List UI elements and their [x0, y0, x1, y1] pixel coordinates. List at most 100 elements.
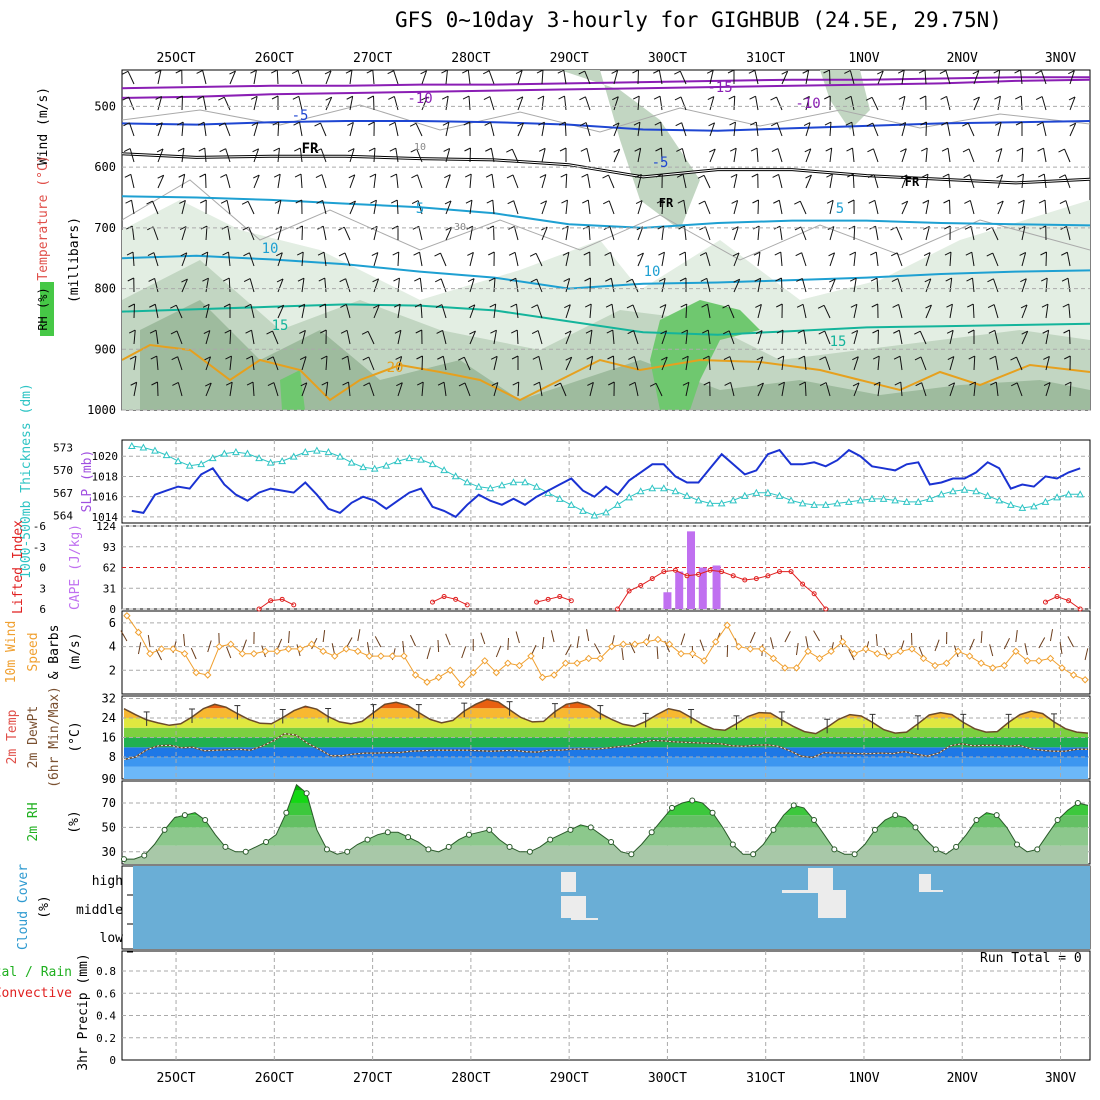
wind-barb: [946, 122, 951, 137]
wind-barb: [272, 356, 279, 371]
wind-barb: [325, 70, 332, 85]
surface-wind-barb: [542, 637, 545, 650]
wind-barb: [757, 330, 763, 345]
wind-barb-flag: [826, 199, 834, 204]
wind-barb: [1040, 70, 1047, 85]
wind-barb-flag: [824, 95, 831, 100]
wind-barb: [969, 174, 975, 189]
wind-barb: [973, 96, 980, 111]
wind-barb-flag: [722, 330, 730, 335]
wind-barb-flag: [293, 121, 300, 126]
wind-barb: [661, 226, 665, 241]
wind-barb: [560, 382, 567, 397]
thickness-point: [949, 487, 957, 495]
ylabel-cloud-units: (%): [37, 895, 52, 918]
wind-barb-flag: [179, 199, 186, 204]
wind-barb-flag: [197, 121, 205, 126]
wind-barb-flag: [944, 225, 951, 230]
wind-barb-flag: [797, 329, 805, 334]
cloud-level-label: low: [100, 931, 124, 946]
wind-barb: [1043, 174, 1047, 189]
wind-barb-flag: [122, 70, 129, 75]
surface-wind-barb: [226, 646, 232, 659]
wind-barb-flag: [371, 252, 379, 256]
wind-barb-flag: [180, 252, 188, 257]
wind-barb: [997, 70, 1001, 85]
wind-barb: [901, 70, 905, 85]
wind-barb: [349, 122, 354, 137]
wind-barb-flag: [997, 200, 1004, 205]
wind-barb: [949, 330, 954, 345]
wind-barb-flag: [626, 304, 634, 309]
wind-speed-point: [631, 640, 639, 648]
wind-barb-flag: [170, 304, 177, 309]
wind-barb-flag: [844, 95, 852, 100]
bottom-date-label-2NOV: 2NOV: [947, 1071, 978, 1086]
surface-wind-barb: [288, 630, 290, 644]
wind-speed-point: [792, 664, 801, 672]
wind-barb: [157, 148, 164, 163]
lifted-index-line: [536, 595, 572, 603]
wind-speed-point: [215, 642, 223, 651]
wind-barb-flag: [1014, 70, 1021, 74]
wind-barb: [801, 252, 807, 267]
wind-barb-flag: [1020, 304, 1028, 309]
wind-speed-point: [804, 647, 812, 656]
wind-speed-point: [735, 642, 743, 651]
wind-speed-point: [238, 649, 247, 658]
wind-barb-flag: [802, 70, 809, 74]
thickness-point: [1076, 490, 1085, 498]
wind-barb-flag: [752, 225, 760, 230]
wind-barb-flag: [271, 95, 279, 100]
cape-bar: [687, 531, 696, 609]
wind-barb: [299, 148, 303, 163]
wind-barb: [613, 149, 621, 163]
wind-barb-flag: [485, 173, 493, 178]
wind-barb: [637, 200, 643, 215]
wind-barb: [637, 122, 641, 137]
thickness-point: [740, 491, 749, 499]
wind-barb-flag: [564, 304, 571, 309]
wind-barb-flag: [156, 122, 163, 127]
wind-barb-flag: [291, 70, 299, 74]
wind-barb: [320, 122, 327, 137]
wind-barb: [919, 331, 927, 345]
wind-barb-flag: [277, 304, 284, 309]
wind-barb: [541, 96, 545, 111]
wind-barb-flag: [129, 355, 137, 360]
wind-barb-flag: [967, 303, 974, 308]
thickness-point: [532, 482, 541, 490]
wind-barb-flag: [490, 329, 497, 334]
wind-barb-flag: [436, 329, 443, 334]
wind-barb-flag: [157, 174, 164, 179]
wind-barb-flag: [1037, 147, 1044, 152]
wind-barb-flag: [395, 356, 402, 360]
surface-wind-barb: [586, 629, 590, 642]
wind-barb-flag: [1041, 303, 1049, 308]
wind-barb-flag: [1062, 303, 1070, 308]
wind-barb-flag: [462, 95, 470, 100]
wind-barb: [897, 278, 903, 293]
wind-barb: [445, 227, 453, 241]
wind-barb-flag: [924, 278, 932, 283]
wind-barb: [131, 200, 135, 215]
wind-barb: [613, 70, 619, 85]
wind-barb: [348, 382, 351, 397]
thickness-point: [937, 490, 946, 498]
wind-barb-flag: [486, 199, 494, 204]
wind-barb: [541, 148, 546, 163]
wind-barb: [802, 304, 807, 319]
wind-barb: [1068, 304, 1071, 319]
wind-barb-flag: [635, 173, 642, 178]
thickness-point: [232, 448, 240, 456]
rh-point: [364, 836, 371, 843]
wind-speed-point: [573, 659, 581, 667]
wind-barb: [853, 252, 856, 267]
wind-speed-point: [504, 659, 512, 667]
wind-barb-flag: [703, 381, 710, 386]
wind-barb-flag: [611, 70, 618, 74]
surface-wind-barb: [183, 634, 186, 647]
wind-barb-flag: [1064, 381, 1072, 386]
wind-speed-point: [284, 645, 293, 653]
wind-barb-flag: [676, 173, 684, 178]
